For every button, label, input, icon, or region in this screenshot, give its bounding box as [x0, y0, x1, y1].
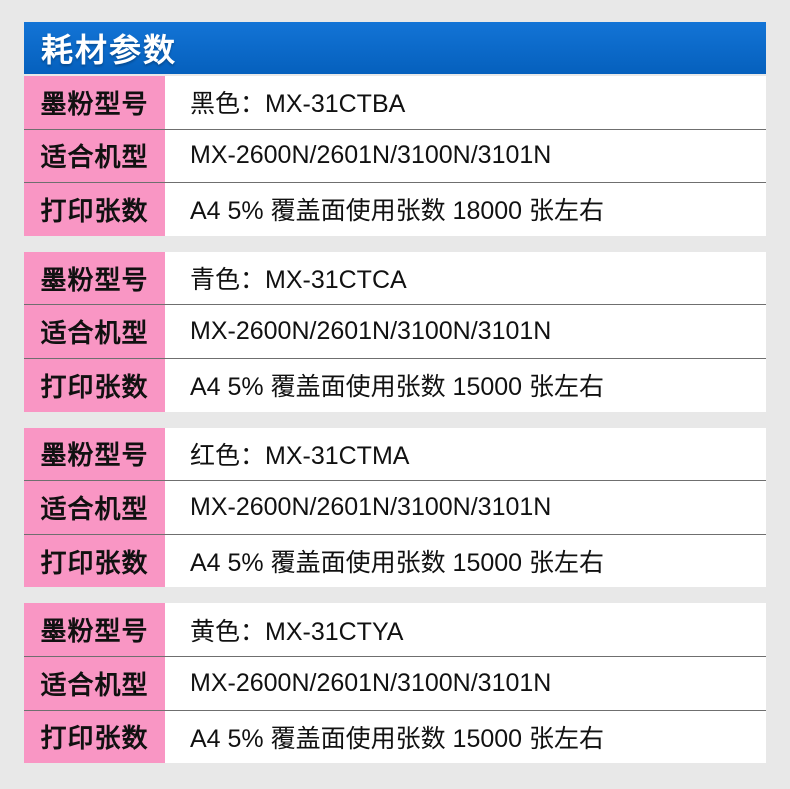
print-pages-value: A4 5% 覆盖面使用张数 18000 张左右	[165, 183, 766, 236]
toner-model-value: 青色：MX-31CTCA	[165, 251, 766, 305]
toner-model-value: 红色：MX-31CTMA	[165, 427, 766, 481]
print-pages-value: A4 5% 覆盖面使用张数 15000 张左右	[165, 534, 766, 588]
row-label-compatible-models: 适合机型	[24, 656, 165, 710]
toner-model-value: 黄色：MX-31CTYA	[165, 603, 766, 656]
section-header: 耗材参数	[24, 22, 766, 74]
row-label-compatible-models: 适合机型	[24, 305, 165, 358]
print-pages-value: A4 5% 覆盖面使用张数 15000 张左右	[165, 358, 766, 412]
row-label-print-pages: 打印张数	[24, 183, 165, 236]
table-row: 墨粉型号 青色：MX-31CTCA	[24, 251, 766, 305]
toner-model-value: 黑色：MX-31CTBA	[165, 76, 766, 129]
row-label-print-pages: 打印张数	[24, 358, 165, 412]
table-row: 墨粉型号 红色：MX-31CTMA	[24, 427, 766, 481]
table-row: 墨粉型号 黄色：MX-31CTYA	[24, 603, 766, 656]
table-row: 打印张数 A4 5% 覆盖面使用张数 18000 张左右	[24, 182, 766, 236]
row-label-compatible-models: 适合机型	[24, 129, 165, 183]
spec-group-black: 墨粉型号 黑色：MX-31CTBA 适合机型 MX-2600N/2601N/31…	[24, 76, 766, 236]
compatible-models-value: MX-2600N/2601N/3100N/3101N	[165, 305, 766, 358]
table-row: 适合机型 MX-2600N/2601N/3100N/3101N	[24, 480, 766, 534]
spec-group-magenta: 墨粉型号 红色：MX-31CTMA 适合机型 MX-2600N/2601N/31…	[24, 427, 766, 588]
row-label-toner-model: 墨粉型号	[24, 76, 165, 129]
compatible-models-value: MX-2600N/2601N/3100N/3101N	[165, 656, 766, 710]
table-row: 打印张数 A4 5% 覆盖面使用张数 15000 张左右	[24, 709, 766, 764]
table-row: 适合机型 MX-2600N/2601N/3100N/3101N	[24, 304, 766, 358]
compatible-models-value: MX-2600N/2601N/3100N/3101N	[165, 481, 766, 534]
row-label-toner-model: 墨粉型号	[24, 251, 165, 305]
row-label-toner-model: 墨粉型号	[24, 603, 165, 656]
table-row: 打印张数 A4 5% 覆盖面使用张数 15000 张左右	[24, 357, 766, 412]
print-pages-value: A4 5% 覆盖面使用张数 15000 张左右	[165, 710, 766, 764]
page-title: 耗材参数	[41, 32, 178, 68]
spec-panel: 耗材参数 墨粉型号 黑色：MX-31CTBA 适合机型 MX-2600N/260…	[24, 22, 766, 764]
table-row: 适合机型 MX-2600N/2601N/3100N/3101N	[24, 128, 766, 183]
compatible-models-value: MX-2600N/2601N/3100N/3101N	[165, 129, 766, 183]
table-row: 墨粉型号 黑色：MX-31CTBA	[24, 76, 766, 129]
spec-group-cyan: 墨粉型号 青色：MX-31CTCA 适合机型 MX-2600N/2601N/31…	[24, 251, 766, 412]
row-label-toner-model: 墨粉型号	[24, 427, 165, 481]
spec-group-yellow: 墨粉型号 黄色：MX-31CTYA 适合机型 MX-2600N/2601N/31…	[24, 603, 766, 764]
row-label-print-pages: 打印张数	[24, 534, 165, 588]
table-row: 打印张数 A4 5% 覆盖面使用张数 15000 张左右	[24, 533, 766, 588]
row-label-print-pages: 打印张数	[24, 710, 165, 764]
row-label-compatible-models: 适合机型	[24, 481, 165, 534]
table-row: 适合机型 MX-2600N/2601N/3100N/3101N	[24, 655, 766, 710]
